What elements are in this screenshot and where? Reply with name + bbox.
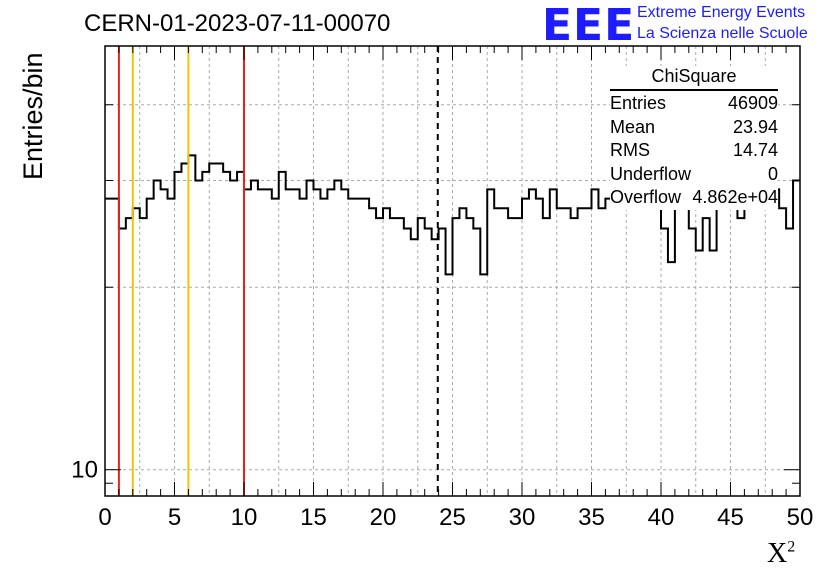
x-tick-label: 0 xyxy=(98,504,111,531)
stats-key: Entries xyxy=(610,93,667,113)
x-tick-label: 25 xyxy=(439,504,466,531)
stats-key: Underflow xyxy=(610,163,692,184)
stats-row: Underflow 0 xyxy=(610,163,778,187)
x-tick-label: 20 xyxy=(370,504,397,531)
x-tick-label: 50 xyxy=(787,504,814,531)
logo-subtitle-1: Extreme Energy Events xyxy=(637,4,806,21)
stats-row: Mean 23.94 xyxy=(610,116,778,140)
stats-value: 46909 xyxy=(727,93,778,113)
x-axis-label: X2 xyxy=(767,538,796,569)
y-axis-label: Entries/bin xyxy=(18,52,48,180)
stats-row: Entries 46909 xyxy=(610,92,778,116)
stats-key: RMS xyxy=(610,140,650,160)
stats-value: 23.94 xyxy=(732,116,778,137)
x-tick-label: 10 xyxy=(231,504,258,531)
x-tick-label: 5 xyxy=(168,504,181,531)
eee-logo: EEE xyxy=(542,0,636,51)
stats-key: Overflow xyxy=(610,187,682,207)
x-tick-label: 30 xyxy=(509,504,536,531)
x-tick-label: 15 xyxy=(300,504,327,531)
stats-row: RMS 14.74 xyxy=(610,139,778,163)
y-tick-label: 10 xyxy=(71,457,98,484)
stats-value: 4.862e+04 xyxy=(692,187,778,207)
stats-header: ChiSquare xyxy=(610,66,778,91)
x-tick-label: 40 xyxy=(648,504,675,531)
stats-row: Overflow 4.862e+04 xyxy=(610,186,778,210)
stats-box: ChiSquare Entries 46909 Mean 23.94 RMS 14.74 U… xyxy=(610,66,778,210)
x-tick-label: 35 xyxy=(578,504,605,531)
x-tick-label: 45 xyxy=(717,504,744,531)
stats-value: 14.74 xyxy=(732,140,778,160)
stats-key: Mean xyxy=(610,116,656,137)
logo-subtitle-2: La Scienza nelle Scuole xyxy=(637,25,808,42)
stats-value: 0 xyxy=(767,163,778,184)
chart-title: CERN-01-2023-07-11-00070 xyxy=(84,10,391,37)
